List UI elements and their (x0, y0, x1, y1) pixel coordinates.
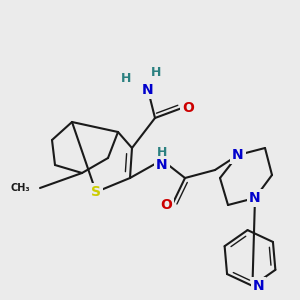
Text: H: H (157, 146, 167, 158)
Text: O: O (182, 101, 194, 115)
Text: H: H (151, 67, 161, 80)
Text: CH₃: CH₃ (11, 183, 30, 193)
Text: S: S (91, 185, 101, 199)
Text: N: N (253, 279, 264, 293)
Text: N: N (156, 158, 168, 172)
Text: H: H (121, 71, 131, 85)
Text: N: N (232, 148, 244, 162)
Text: N: N (142, 83, 154, 97)
Text: N: N (249, 191, 261, 205)
Text: O: O (160, 198, 172, 212)
